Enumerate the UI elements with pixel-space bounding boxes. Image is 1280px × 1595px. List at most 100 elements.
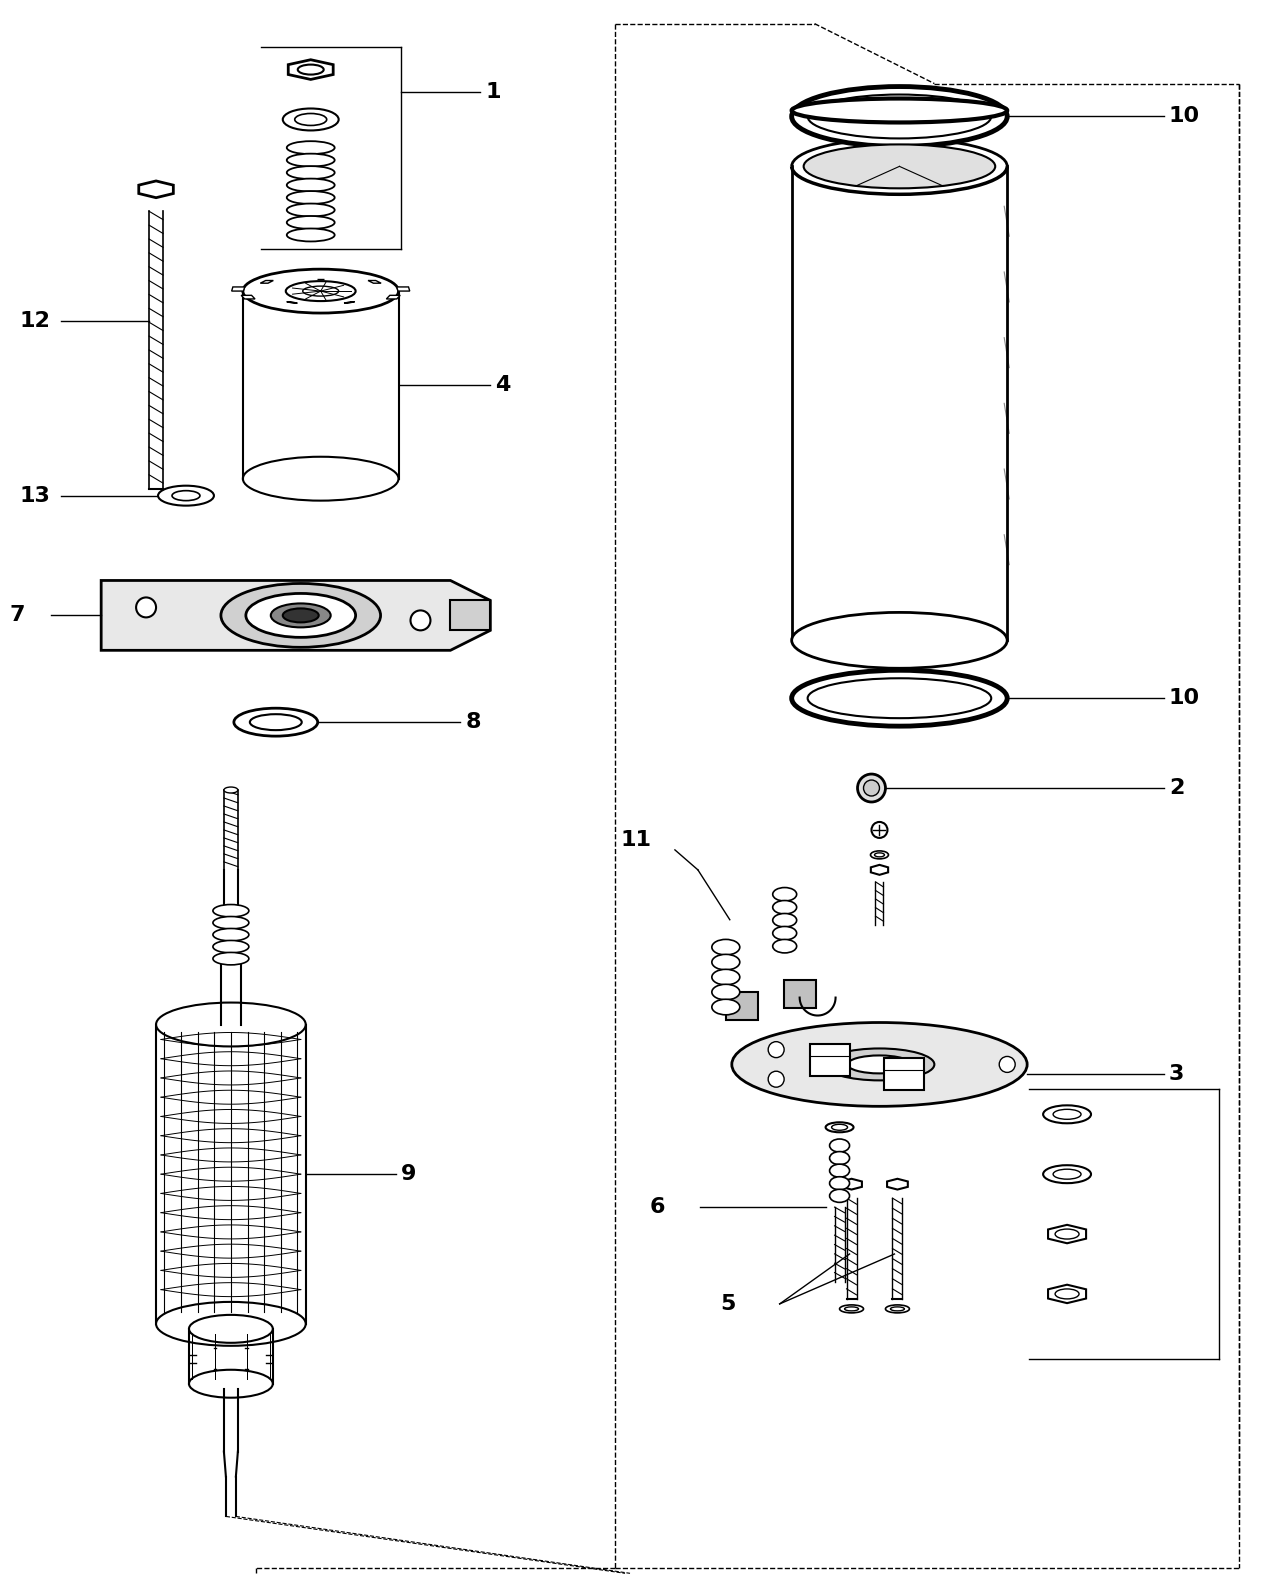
Ellipse shape — [283, 608, 319, 622]
Ellipse shape — [212, 917, 248, 928]
Text: 6: 6 — [650, 1198, 666, 1217]
Circle shape — [411, 611, 430, 630]
Ellipse shape — [829, 1152, 850, 1164]
Text: 4: 4 — [495, 375, 511, 396]
Ellipse shape — [712, 939, 740, 955]
Ellipse shape — [212, 952, 248, 965]
Polygon shape — [841, 1179, 861, 1190]
Ellipse shape — [156, 1302, 306, 1346]
Ellipse shape — [287, 228, 334, 241]
Ellipse shape — [283, 108, 339, 131]
Ellipse shape — [287, 191, 334, 204]
Polygon shape — [260, 281, 274, 284]
Polygon shape — [138, 180, 173, 198]
Polygon shape — [870, 864, 888, 874]
FancyBboxPatch shape — [810, 1045, 850, 1077]
Ellipse shape — [271, 603, 330, 627]
Text: 2: 2 — [1169, 778, 1184, 798]
Circle shape — [1000, 1056, 1015, 1072]
Text: 7: 7 — [9, 606, 24, 625]
Ellipse shape — [250, 715, 302, 731]
Ellipse shape — [832, 1124, 847, 1131]
Ellipse shape — [840, 1305, 864, 1313]
Text: 3: 3 — [1169, 1064, 1184, 1085]
Ellipse shape — [287, 204, 334, 217]
Ellipse shape — [826, 1123, 854, 1132]
Ellipse shape — [189, 1370, 273, 1397]
Text: 1: 1 — [485, 81, 500, 102]
Ellipse shape — [870, 850, 888, 858]
Ellipse shape — [285, 281, 356, 301]
Ellipse shape — [1055, 1289, 1079, 1298]
Polygon shape — [232, 287, 244, 290]
Text: 5: 5 — [719, 1294, 735, 1314]
Circle shape — [768, 1072, 785, 1088]
Ellipse shape — [886, 1305, 909, 1313]
Ellipse shape — [157, 486, 214, 506]
Ellipse shape — [712, 998, 740, 1014]
Circle shape — [864, 780, 879, 796]
Ellipse shape — [712, 954, 740, 970]
Ellipse shape — [287, 166, 334, 179]
Ellipse shape — [298, 64, 324, 75]
Ellipse shape — [287, 179, 334, 191]
Text: 11: 11 — [620, 829, 652, 850]
Ellipse shape — [829, 1139, 850, 1152]
Ellipse shape — [808, 94, 991, 139]
Ellipse shape — [829, 1177, 850, 1190]
Ellipse shape — [791, 86, 1007, 147]
Polygon shape — [288, 59, 333, 80]
FancyBboxPatch shape — [783, 979, 815, 1008]
Polygon shape — [397, 287, 410, 290]
Ellipse shape — [243, 456, 398, 501]
Ellipse shape — [287, 215, 334, 230]
Ellipse shape — [243, 270, 398, 313]
FancyBboxPatch shape — [726, 992, 758, 1019]
Ellipse shape — [1053, 1109, 1082, 1120]
Ellipse shape — [874, 853, 884, 857]
Ellipse shape — [1053, 1169, 1082, 1179]
Ellipse shape — [1043, 1166, 1091, 1183]
Ellipse shape — [1055, 1230, 1079, 1239]
Ellipse shape — [773, 901, 796, 914]
Polygon shape — [387, 295, 401, 298]
Ellipse shape — [773, 927, 796, 939]
Ellipse shape — [891, 1306, 905, 1311]
Ellipse shape — [791, 670, 1007, 726]
Ellipse shape — [1043, 1105, 1091, 1123]
Ellipse shape — [221, 584, 380, 648]
Ellipse shape — [791, 612, 1007, 668]
Polygon shape — [1048, 1284, 1087, 1303]
Circle shape — [872, 821, 887, 837]
Text: 8: 8 — [466, 711, 481, 732]
Circle shape — [858, 774, 886, 802]
Ellipse shape — [829, 1164, 850, 1177]
Ellipse shape — [773, 914, 796, 927]
Ellipse shape — [808, 678, 991, 718]
Polygon shape — [451, 600, 490, 630]
FancyBboxPatch shape — [884, 1059, 924, 1091]
Text: 13: 13 — [19, 485, 50, 506]
Ellipse shape — [287, 153, 334, 166]
Ellipse shape — [172, 491, 200, 501]
Ellipse shape — [829, 1190, 850, 1203]
Polygon shape — [1048, 1225, 1087, 1243]
Ellipse shape — [212, 928, 248, 941]
Ellipse shape — [773, 887, 796, 901]
Text: 10: 10 — [1169, 107, 1199, 126]
Ellipse shape — [234, 708, 317, 737]
Ellipse shape — [212, 941, 248, 952]
Ellipse shape — [294, 113, 326, 126]
Ellipse shape — [712, 970, 740, 984]
Ellipse shape — [732, 1022, 1027, 1107]
Ellipse shape — [804, 145, 996, 188]
Ellipse shape — [212, 904, 248, 917]
Ellipse shape — [303, 286, 339, 297]
Ellipse shape — [287, 142, 334, 155]
Ellipse shape — [773, 939, 796, 952]
Ellipse shape — [824, 1048, 934, 1080]
Text: 9: 9 — [401, 1164, 416, 1183]
Text: 12: 12 — [19, 311, 50, 332]
Polygon shape — [887, 1179, 908, 1190]
Circle shape — [136, 598, 156, 617]
